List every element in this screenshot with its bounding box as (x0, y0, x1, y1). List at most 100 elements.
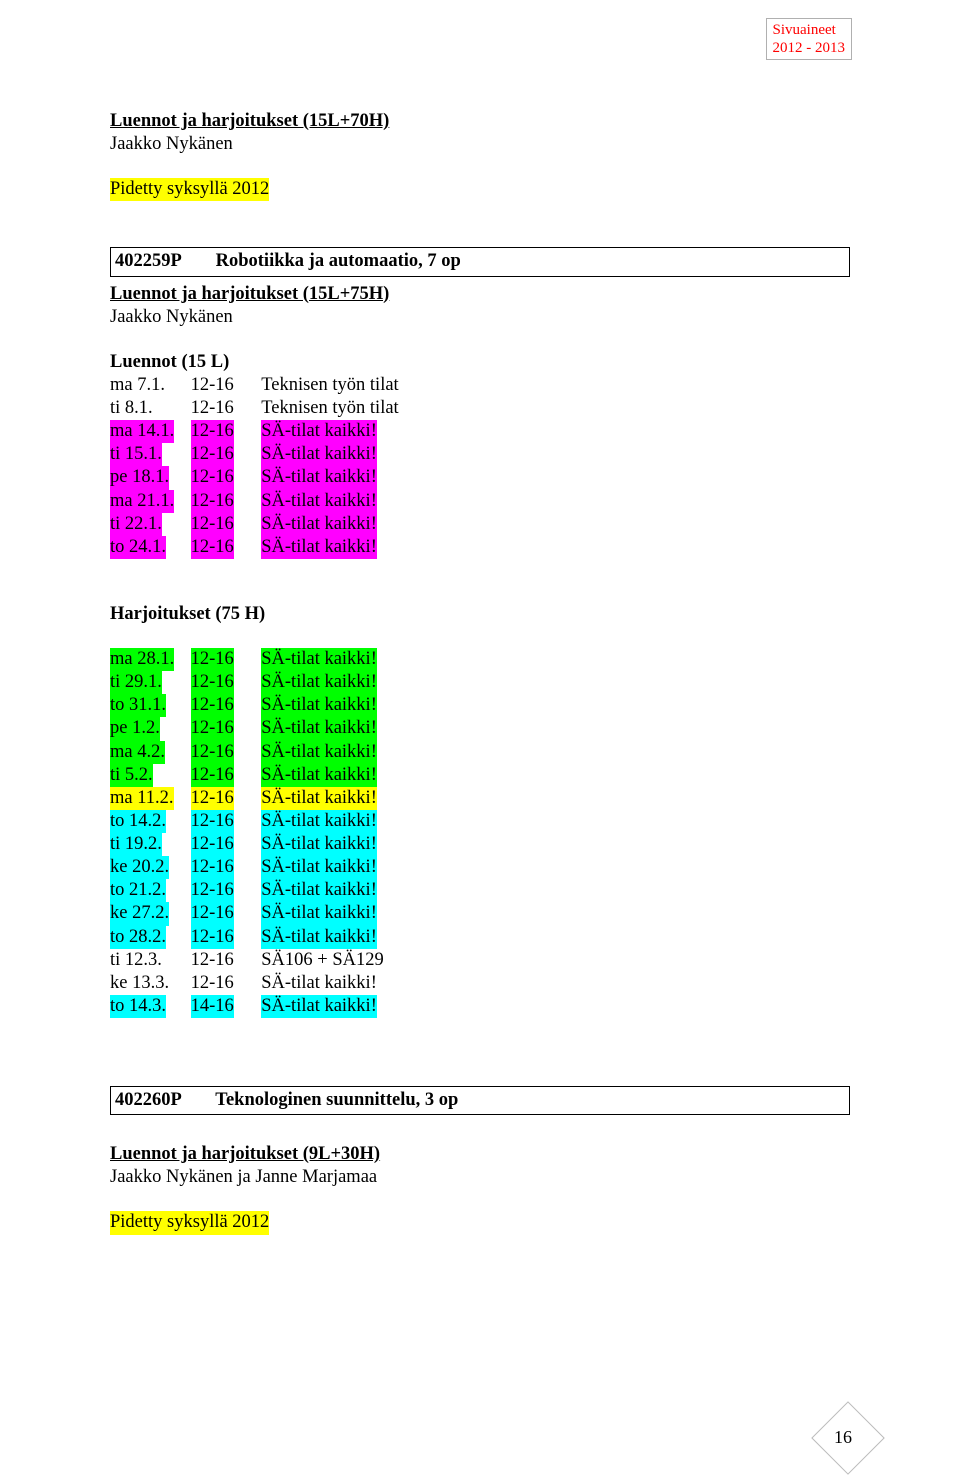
schedule-date: ti 5.2. (110, 764, 186, 787)
schedule-row: ke 27.2. 12-16 SÄ-tilat kaikki! (110, 902, 850, 925)
course2-box: 402260P Teknologinen suunnittelu, 3 op (110, 1086, 850, 1115)
schedule-row: ti 5.2. 12-16 SÄ-tilat kaikki! (110, 764, 850, 787)
schedule-row: ma 4.2. 12-16 SÄ-tilat kaikki! (110, 741, 850, 764)
schedule-row: ma 21.1. 12-16 SÄ-tilat kaikki! (110, 490, 850, 513)
schedule-row: ti 19.2. 12-16 SÄ-tilat kaikki! (110, 833, 850, 856)
course2-subtitle: Luennot ja harjoitukset (9L+30H) (110, 1143, 850, 1166)
schedule-room: SÄ-tilat kaikki! (261, 995, 377, 1018)
schedule-room: SÄ-tilat kaikki! (261, 741, 377, 764)
schedule-date: ma 4.2. (110, 741, 186, 764)
header-box: Sivuaineet 2012 - 2013 (766, 18, 853, 60)
schedule-row: pe 1.2. 12-16 SÄ-tilat kaikki! (110, 717, 850, 740)
schedule-time: 12-16 (191, 536, 257, 559)
schedule-time: 12-16 (191, 833, 257, 856)
schedule-row: ma 11.2. 12-16 SÄ-tilat kaikki! (110, 787, 850, 810)
schedule-row: ke 13.3. 12-16 SÄ-tilat kaikki! (110, 972, 850, 995)
schedule-room: SÄ-tilat kaikki! (261, 717, 377, 740)
schedule-room: SÄ-tilat kaikki! (261, 902, 377, 925)
schedule-room: SÄ-tilat kaikki! (261, 856, 377, 879)
schedule-row: to 14.2. 12-16 SÄ-tilat kaikki! (110, 810, 850, 833)
schedule-room: Teknisen työn tilat (261, 397, 398, 420)
schedule-row: to 21.2. 12-16 SÄ-tilat kaikki! (110, 879, 850, 902)
course2-code: 402260P (115, 1089, 211, 1112)
schedule-room: SÄ-tilat kaikki! (261, 648, 377, 671)
lectures-list: ma 7.1. 12-16 Teknisen työn tilatti 8.1.… (110, 374, 850, 559)
schedule-room: Teknisen työn tilat (261, 374, 398, 397)
schedule-date: to 14.2. (110, 810, 186, 833)
schedule-row: ke 20.2. 12-16 SÄ-tilat kaikki! (110, 856, 850, 879)
schedule-date: ma 11.2. (110, 787, 186, 810)
schedule-time: 12-16 (191, 443, 257, 466)
schedule-row: ma 28.1. 12-16 SÄ-tilat kaikki! (110, 648, 850, 671)
schedule-time: 12-16 (191, 466, 257, 489)
schedule-time: 12-16 (191, 513, 257, 536)
schedule-room: SÄ106 + SÄ129 (261, 949, 383, 972)
schedule-date: ti 12.3. (110, 949, 186, 972)
schedule-time: 12-16 (191, 949, 257, 972)
schedule-time: 12-16 (191, 374, 257, 397)
exercises-list: ma 28.1. 12-16 SÄ-tilat kaikki!ti 29.1. … (110, 648, 850, 1018)
schedule-room: SÄ-tilat kaikki! (261, 466, 377, 489)
schedule-time: 12-16 (191, 694, 257, 717)
course1-box: 402259P Robotiikka ja automaatio, 7 op (110, 247, 850, 276)
schedule-date: ma 21.1. (110, 490, 186, 513)
section1-instructor: Jaakko Nykänen (110, 133, 850, 156)
exercises-title: Harjoitukset (75 H) (110, 603, 850, 626)
schedule-time: 12-16 (191, 810, 257, 833)
schedule-date: ma 14.1. (110, 420, 186, 443)
schedule-date: to 14.3. (110, 995, 186, 1018)
schedule-date: ti 15.1. (110, 443, 186, 466)
schedule-row: to 24.1. 12-16 SÄ-tilat kaikki! (110, 536, 850, 559)
schedule-date: ma 7.1. (110, 374, 186, 397)
schedule-time: 12-16 (191, 648, 257, 671)
content: Luennot ja harjoitukset (15L+70H) Jaakko… (110, 30, 850, 1235)
page: Sivuaineet 2012 - 2013 Luennot ja harjoi… (0, 0, 960, 1478)
schedule-room: SÄ-tilat kaikki! (261, 694, 377, 717)
schedule-room: SÄ-tilat kaikki! (261, 972, 377, 995)
course2-instructors: Jaakko Nykänen ja Janne Marjamaa (110, 1166, 850, 1189)
schedule-time: 12-16 (191, 879, 257, 902)
schedule-row: to 28.2. 12-16 SÄ-tilat kaikki! (110, 926, 850, 949)
schedule-date: ti 19.2. (110, 833, 186, 856)
schedule-room: SÄ-tilat kaikki! (261, 833, 377, 856)
schedule-date: ke 13.3. (110, 972, 186, 995)
schedule-row: ti 29.1. 12-16 SÄ-tilat kaikki! (110, 671, 850, 694)
schedule-room: SÄ-tilat kaikki! (261, 420, 377, 443)
schedule-room: SÄ-tilat kaikki! (261, 536, 377, 559)
schedule-room: SÄ-tilat kaikki! (261, 764, 377, 787)
course1-code: 402259P (115, 250, 211, 273)
schedule-row: pe 18.1. 12-16 SÄ-tilat kaikki! (110, 466, 850, 489)
schedule-room: SÄ-tilat kaikki! (261, 443, 377, 466)
schedule-date: to 31.1. (110, 694, 186, 717)
schedule-row: ma 7.1. 12-16 Teknisen työn tilat (110, 374, 850, 397)
schedule-date: ke 27.2. (110, 902, 186, 925)
schedule-time: 14-16 (191, 995, 257, 1018)
course1-name: Robotiikka ja automaatio, 7 op (216, 251, 461, 271)
schedule-room: SÄ-tilat kaikki! (261, 879, 377, 902)
course1-subtitle: Luennot ja harjoitukset (15L+75H) (110, 283, 850, 306)
schedule-date: ti 29.1. (110, 671, 186, 694)
schedule-time: 12-16 (191, 490, 257, 513)
course1-instructor: Jaakko Nykänen (110, 306, 850, 329)
schedule-time: 12-16 (191, 717, 257, 740)
schedule-time: 12-16 (191, 856, 257, 879)
schedule-time: 12-16 (191, 902, 257, 925)
schedule-date: to 21.2. (110, 879, 186, 902)
schedule-row: ti 22.1. 12-16 SÄ-tilat kaikki! (110, 513, 850, 536)
schedule-date: ti 22.1. (110, 513, 186, 536)
header-line2: 2012 - 2013 (773, 39, 846, 57)
course2-note: Pidetty syksyllä 2012 (110, 1211, 269, 1234)
header-line1: Sivuaineet (773, 21, 846, 39)
schedule-row: to 14.3. 14-16 SÄ-tilat kaikki! (110, 995, 850, 1018)
schedule-date: to 24.1. (110, 536, 186, 559)
schedule-room: SÄ-tilat kaikki! (261, 671, 377, 694)
schedule-time: 12-16 (191, 420, 257, 443)
lectures-title: Luennot (15 L) (110, 351, 850, 374)
schedule-time: 12-16 (191, 397, 257, 420)
schedule-row: ti 8.1. 12-16 Teknisen työn tilat (110, 397, 850, 420)
schedule-room: SÄ-tilat kaikki! (261, 926, 377, 949)
schedule-time: 12-16 (191, 741, 257, 764)
schedule-row: to 31.1. 12-16 SÄ-tilat kaikki! (110, 694, 850, 717)
section1-title: Luennot ja harjoitukset (15L+70H) (110, 110, 850, 133)
course2-name: Teknologinen suunnittelu, 3 op (215, 1090, 458, 1110)
